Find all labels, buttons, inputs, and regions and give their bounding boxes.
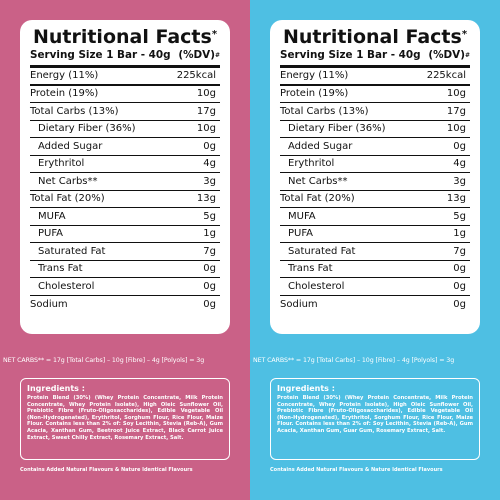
ingredients-title: Ingredients : bbox=[27, 384, 85, 393]
nutrient-rows: Energy (11%) 225kcal Protein (19%) 10g Tot… bbox=[30, 68, 220, 313]
nutrient-row: PUFA 1g bbox=[280, 226, 470, 243]
nutrient-row: Added Sugar 0g bbox=[280, 138, 470, 156]
nutrient-row: Net Carbs** 3g bbox=[30, 173, 220, 191]
ingredients-text: Protein Blend (30%) (Whey Protein Concen… bbox=[277, 395, 473, 434]
nutrient-row: Total Carbs (13%) 17g bbox=[280, 103, 470, 121]
net-carbs-note: NET CARBS** = 17g [Total Carbs] – 10g [F… bbox=[3, 357, 205, 364]
right-panel: Nutritional Facts* Serving Size 1 Bar - … bbox=[250, 0, 500, 500]
nutrient-row: Erythritol 4g bbox=[30, 156, 220, 173]
nutrient-row: Cholesterol 0g bbox=[280, 278, 470, 296]
nutrition-facts-card: Nutritional Facts* Serving Size 1 Bar - … bbox=[20, 20, 230, 334]
nutrient-row: Sodium 0g bbox=[280, 298, 466, 310]
flavours-note: Contains Added Natural Flavours & Nature… bbox=[20, 467, 193, 473]
nutrient-row: Protein (19%) 10g bbox=[30, 86, 220, 103]
nutrient-row: Energy (11%) 225kcal bbox=[30, 68, 220, 86]
ingredients-box: Ingredients : Protein Blend (30%) (Whey … bbox=[20, 378, 230, 460]
nutrient-row: Net Carbs** 3g bbox=[280, 173, 470, 191]
serving-size: Serving Size 1 Bar - 40g (%DV)# bbox=[30, 48, 220, 68]
nutrient-row: Trans Fat 0g bbox=[280, 261, 470, 278]
nutrient-row: Erythritol 4g bbox=[280, 156, 470, 173]
nutrient-row: Saturated Fat 7g bbox=[30, 243, 220, 261]
nutrition-title: Nutritional Facts* bbox=[32, 26, 218, 48]
dv-label: (%DV)# bbox=[178, 49, 220, 61]
nutrition-title: Nutritional Facts* bbox=[282, 26, 468, 48]
ingredients-text: Protein Blend (30%) (Whey Protein Concen… bbox=[27, 395, 223, 441]
nutrient-row: Protein (19%) 10g bbox=[280, 86, 470, 103]
nutrient-row: Cholesterol 0g bbox=[30, 278, 220, 296]
nutrient-row: Saturated Fat 7g bbox=[280, 243, 470, 261]
flavours-note: Contains Added Natural Flavours & Nature… bbox=[270, 467, 443, 473]
nutrient-row: Energy (11%) 225kcal bbox=[280, 68, 470, 86]
left-panel: Nutritional Facts* Serving Size 1 Bar - … bbox=[0, 0, 250, 500]
dv-label: (%DV)# bbox=[428, 49, 470, 61]
serving-label: Serving Size 1 Bar - 40g bbox=[280, 49, 421, 61]
serving-label: Serving Size 1 Bar - 40g bbox=[30, 49, 171, 61]
nutrient-row: PUFA 1g bbox=[30, 226, 220, 243]
nutrient-row: MUFA 5g bbox=[280, 208, 470, 226]
nutrient-row: Added Sugar 0g bbox=[30, 138, 220, 156]
ingredients-title: Ingredients : bbox=[277, 384, 335, 393]
serving-size: Serving Size 1 Bar - 40g (%DV)# bbox=[280, 48, 470, 68]
nutrient-row: Sodium 0g bbox=[30, 298, 216, 310]
nutrient-row: Dietary Fiber (36%) 10g bbox=[30, 121, 220, 138]
nutrient-row: Total Fat (20%) 13g bbox=[30, 191, 220, 208]
nutrient-row: Total Fat (20%) 13g bbox=[280, 191, 470, 208]
nutrient-row: MUFA 5g bbox=[30, 208, 220, 226]
nutrient-row: Total Carbs (13%) 17g bbox=[30, 103, 220, 121]
net-carbs-note: NET CARBS** = 17g [Total Carbs] – 10g [F… bbox=[253, 357, 455, 364]
nutrient-rows: Energy (11%) 225kcal Protein (19%) 10g Tot… bbox=[280, 68, 470, 313]
nutrition-facts-card: Nutritional Facts* Serving Size 1 Bar - … bbox=[270, 20, 480, 334]
nutrient-row: Trans Fat 0g bbox=[30, 261, 220, 278]
ingredients-box: Ingredients : Protein Blend (30%) (Whey … bbox=[270, 378, 480, 460]
nutrient-row: Dietary Fiber (36%) 10g bbox=[280, 121, 470, 138]
